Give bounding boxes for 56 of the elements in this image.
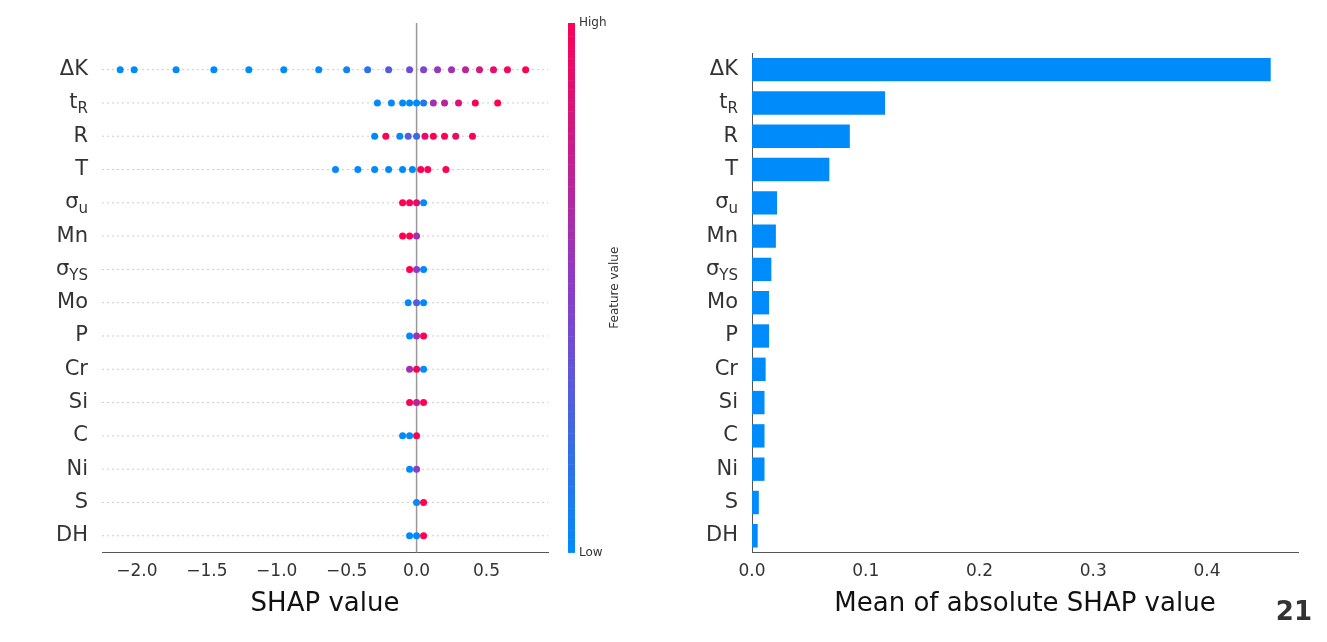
y-tick-label: DH: [706, 522, 739, 547]
y-tick-label: Mo: [707, 289, 738, 314]
bar: [752, 424, 765, 448]
bar: [752, 257, 772, 282]
bar: [752, 57, 1271, 82]
bar: [752, 157, 830, 182]
y-tick-label: Cr: [64, 355, 89, 380]
bar: [752, 457, 765, 481]
bar: [752, 291, 770, 315]
y-tick-label: S: [724, 488, 739, 513]
y-tick-label: DH: [56, 522, 89, 547]
text: 21: [1275, 595, 1312, 626]
y-tick-label: C: [723, 422, 739, 447]
bar: [752, 324, 770, 348]
bar: [752, 357, 766, 381]
bar: [752, 224, 776, 248]
y-tick-label: C: [73, 422, 89, 447]
x-tick-label: 0.1: [852, 560, 880, 581]
bar: [752, 524, 758, 548]
x-tick-label: 0.2: [965, 560, 994, 581]
x-tick-label: −1.5: [186, 560, 228, 581]
y-tick-label: T: [74, 155, 89, 180]
y-tick-label: Mn: [56, 222, 89, 247]
x-tick-label: 0.4: [1193, 560, 1221, 581]
y-tick-label: Si: [718, 389, 739, 414]
bar: [752, 191, 778, 215]
y-tick-label: Ni: [66, 455, 88, 480]
bar: [752, 390, 765, 415]
x-tick-label: 0.0: [403, 560, 431, 581]
x-tick-label: −2.0: [116, 560, 158, 581]
y-tick-label: Cr: [714, 355, 739, 380]
y-tick-label: Mn: [706, 222, 739, 247]
color-bar-label: High: [579, 15, 607, 30]
color-bar-title: Feature value: [607, 246, 622, 329]
y-tick-label: Ni: [716, 455, 738, 480]
x-tick-label: −0.5: [326, 560, 368, 581]
x-axis-title: Mean of absolute SHAP value: [834, 587, 1216, 618]
x-tick-label: 0.5: [472, 560, 501, 581]
y-tick-label: ΔK: [59, 56, 90, 81]
y-tick-label: ΔK: [709, 56, 740, 81]
x-tick-label: −1.0: [256, 560, 298, 581]
x-tick-label: 0.0: [738, 560, 766, 581]
y-tick-label: R: [73, 122, 88, 147]
y-tick-label: Si: [68, 389, 89, 414]
color-bar-label: Low: [579, 544, 603, 559]
y-tick-label: Mo: [57, 289, 88, 314]
y-tick-label: P: [725, 322, 739, 347]
y-tick-label: P: [75, 322, 89, 347]
bar: [752, 124, 850, 148]
y-tick-label: T: [724, 155, 739, 180]
x-tick-label: 0.3: [1079, 560, 1107, 581]
bar: [752, 91, 886, 115]
y-tick-label: S: [74, 488, 89, 513]
bar: [752, 490, 759, 515]
y-tick-label: R: [723, 122, 738, 147]
x-axis-title: SHAP value: [250, 587, 400, 618]
